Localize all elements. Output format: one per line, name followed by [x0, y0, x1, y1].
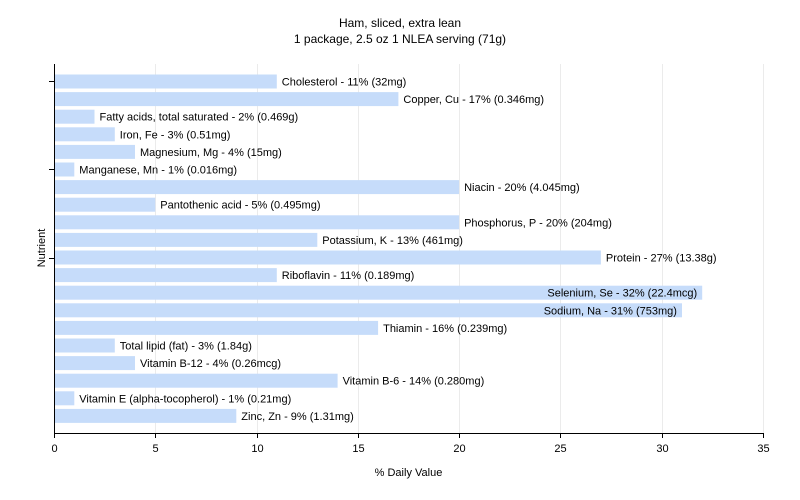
bar-data-label: Cholesterol - 11% (32mg): [282, 77, 407, 89]
bar-data-label: Zinc, Zn - 9% (1.31mg): [241, 411, 353, 423]
x-tick-label: 30: [656, 443, 668, 455]
bars: Cholesterol - 11% (32mg) Copper, Cu - 17%…: [54, 74, 717, 423]
bar: [54, 268, 277, 283]
bar: [54, 408, 237, 423]
x-tick-label: 20: [453, 443, 465, 455]
bar-data-label: Niacin - 20% (4.045mg): [464, 182, 580, 194]
bar-data-label: Vitamin E (alpha-tocopherol) - 1% (0.21m…: [79, 393, 291, 405]
x-axis-title: % Daily Value: [375, 467, 443, 479]
bar: [54, 162, 75, 177]
bar: [54, 303, 682, 318]
bar-data-label: Potassium, K - 13% (461mg): [322, 235, 463, 247]
x-tick-label: 10: [251, 443, 263, 455]
x-tick-label: 15: [352, 443, 364, 455]
bar: [54, 320, 379, 335]
bar: [54, 356, 135, 371]
axes: [54, 64, 763, 434]
bar-data-label: Manganese, Mn - 1% (0.016mg): [79, 165, 237, 177]
bar: [54, 109, 95, 124]
bar-data-label: Riboflavin - 11% (0.189mg): [282, 270, 414, 282]
x-tick-label: 5: [152, 443, 158, 455]
bar: [54, 144, 135, 159]
bar-data-label: Pantothenic acid - 5% (0.495mg): [160, 200, 320, 212]
bar-data-label: Fatty acids, total saturated - 2% (0.469…: [100, 112, 299, 124]
chart-title-block: Ham, sliced, extra lean 1 package, 2.5 o…: [0, 15, 800, 47]
x-tick-label: 0: [51, 443, 57, 455]
bar-data-label: Phosphorus, P - 20% (204mg): [464, 217, 612, 229]
bar: [54, 215, 460, 230]
bar: [54, 373, 338, 388]
bar: [54, 250, 601, 265]
bar-data-label: Protein - 27% (13.38g): [606, 253, 717, 265]
bar-data-label: Vitamin B-6 - 14% (0.280mg): [343, 376, 485, 388]
bar: [54, 391, 75, 406]
chart-subtitle: 1 package, 2.5 oz 1 NLEA serving (71g): [293, 32, 507, 46]
bar: [54, 285, 703, 300]
bar-data-label: Vitamin B-12 - 4% (0.26mcg): [140, 358, 281, 370]
bar: [54, 74, 277, 89]
x-tick-label: 35: [757, 443, 769, 455]
bar: [54, 197, 156, 212]
bar-data-label: Thiamin - 16% (0.239mg): [383, 323, 507, 335]
x-tick-label: 25: [554, 443, 566, 455]
bar: [54, 338, 115, 353]
y-axis-title: Nutrient: [36, 229, 48, 268]
bar: [54, 92, 399, 107]
chart-title: Ham, sliced, extra lean: [338, 16, 462, 30]
bar-data-label: Iron, Fe - 3% (0.51mg): [120, 129, 231, 141]
bar-data-label: Selenium, Se - 32% (22.4mcg): [547, 288, 697, 300]
x-ticks: 0 5 10 15 20 25 30 35: [49, 81, 770, 455]
gridlines: [155, 64, 764, 433]
bar-data-label: Magnesium, Mg - 4% (15mg): [140, 147, 282, 159]
bar-data-label: Copper, Cu - 17% (0.346mg): [403, 94, 544, 106]
bar: [54, 180, 460, 195]
bar-data-label: Total lipid (fat) - 3% (1.84g): [120, 341, 252, 353]
bar: [54, 127, 115, 142]
bar-data-label: Sodium, Na - 31% (753mg): [544, 305, 677, 317]
bar: [54, 232, 318, 247]
